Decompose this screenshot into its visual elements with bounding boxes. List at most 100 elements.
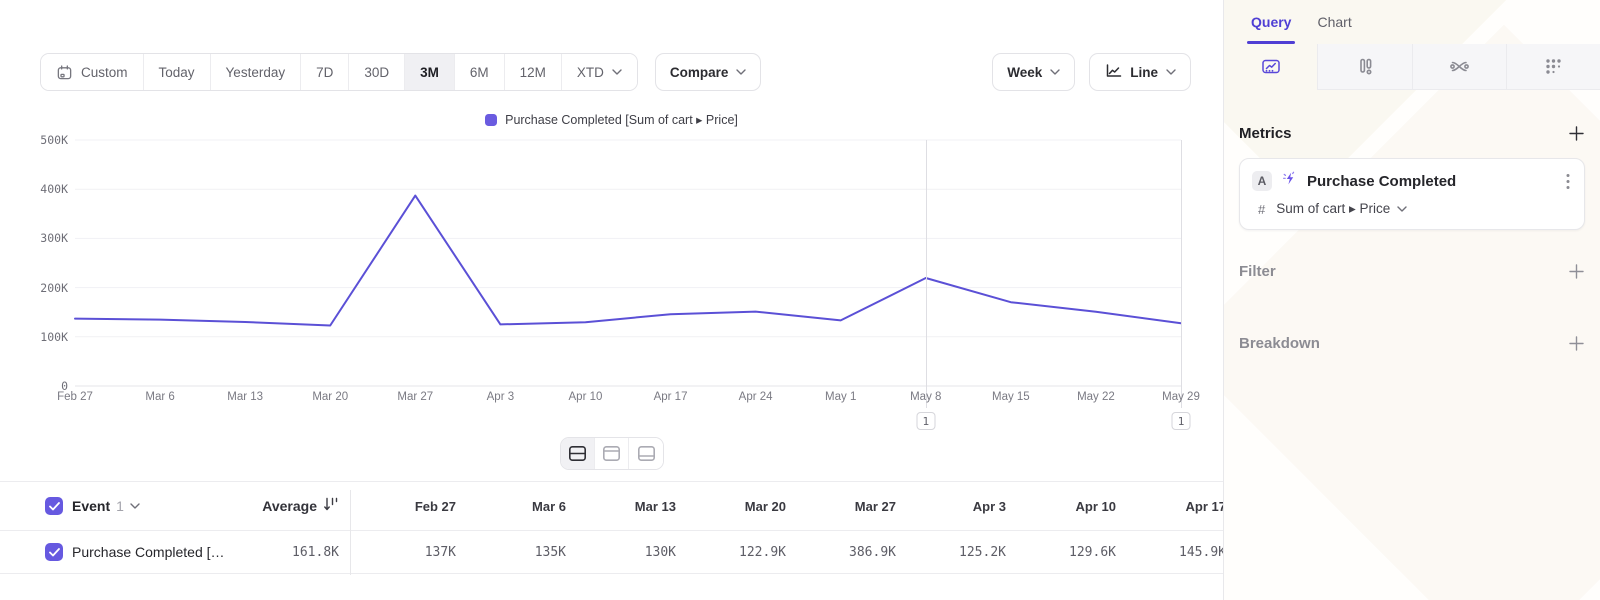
sidebar-tabs: Query Chart <box>1224 0 1600 44</box>
y-axis-tick: 400K <box>40 182 68 197</box>
date-range-selector: Custom Today Yesterday 7D 30D 3M 6M 12M XTD <box>40 53 638 91</box>
granularity-button[interactable]: Week <box>992 53 1076 91</box>
x-axis-tick: Mar 13 <box>227 391 264 403</box>
event-header-label: Event <box>72 498 111 514</box>
range-3m[interactable]: 3M <box>405 54 455 90</box>
report-tab-retention[interactable] <box>1505 44 1600 90</box>
range-xtd[interactable]: XTD <box>561 54 637 90</box>
aggregation-selector[interactable]: Sum of cart ▸ Price <box>1276 201 1407 217</box>
granularity-label: Week <box>1007 64 1043 80</box>
range-custom[interactable]: Custom <box>41 54 144 90</box>
average-header[interactable]: Average <box>227 497 339 515</box>
cell-value: 145.9K <box>1179 544 1223 560</box>
column-header[interactable]: Feb 27 <box>414 498 456 514</box>
column-header[interactable]: Mar 20 <box>744 498 786 514</box>
range-6m[interactable]: 6M <box>454 54 505 90</box>
bottom-panel-view-icon <box>637 445 656 462</box>
breakdown-label: Breakdown <box>1239 335 1320 352</box>
y-axis-tick: 200K <box>40 280 68 295</box>
select-all-checkbox[interactable] <box>45 497 63 515</box>
add-metric-button[interactable] <box>1568 125 1585 142</box>
breakdown-section: Breakdown <box>1239 335 1585 352</box>
cell-value: 125.2K <box>959 544 1006 560</box>
event-header[interactable]: Event 1 <box>72 498 227 514</box>
plot-area[interactable] <box>74 139 1182 387</box>
chart-legend: Purchase Completed [Sum of cart ▸ Price] <box>0 112 1223 127</box>
sort-icon[interactable] <box>323 497 339 515</box>
chart-toolbar: Custom Today Yesterday 7D 30D 3M 6M 12M XTD Comp… <box>0 53 1223 91</box>
annotation-badge[interactable]: 1 <box>916 412 936 430</box>
event-count: 1 <box>116 498 124 514</box>
line-chart: 0 100K 200K 300K 400K 500K 1 1 Feb 27 Mar 6 Mar 13… <box>40 133 1200 430</box>
x-axis-tick: May 22 <box>1077 391 1115 403</box>
x-axis-tick: Apr 10 <box>568 391 603 403</box>
cell-value: 122.9K <box>739 544 786 560</box>
annotation-line <box>1181 140 1182 408</box>
chevron-down-icon <box>1166 69 1176 75</box>
y-axis-tick: 500K <box>40 133 68 147</box>
x-axis-tick: Apr 24 <box>738 391 773 403</box>
series-letter-badge: A <box>1252 171 1272 191</box>
metric-card-main-row: A Purchase Completed <box>1252 170 1572 192</box>
tab-query[interactable]: Query <box>1246 0 1296 44</box>
average-header-label: Average <box>262 498 317 514</box>
chart-type-button[interactable]: Line <box>1089 53 1191 91</box>
compare-button[interactable]: Compare <box>654 53 762 91</box>
metric-card[interactable]: A Purchase Completed # Sum of cart ▸ Pri… <box>1239 158 1585 230</box>
funnels-icon <box>1354 56 1376 77</box>
row-checkbox[interactable] <box>45 543 63 561</box>
chevron-down-icon <box>1397 206 1407 212</box>
column-header[interactable]: Mar 6 <box>532 498 566 514</box>
x-axis-tick: May 8 <box>910 391 942 403</box>
column-header[interactable]: Apr 10 <box>1075 498 1116 514</box>
annotation-badge[interactable]: 1 <box>1171 412 1191 430</box>
section-divider <box>0 481 1223 482</box>
line-chart-icon <box>1104 62 1122 82</box>
range-12m[interactable]: 12M <box>504 54 562 90</box>
range-today[interactable]: Today <box>143 54 211 90</box>
add-breakdown-button[interactable] <box>1568 335 1585 352</box>
filter-label: Filter <box>1239 263 1276 280</box>
chevron-down-icon <box>1050 69 1060 75</box>
split-view-button[interactable] <box>561 438 595 469</box>
report-tab-flows[interactable] <box>1411 44 1506 90</box>
x-axis-tick: May 1 <box>825 391 857 403</box>
kebab-menu-icon[interactable] <box>1564 171 1572 192</box>
legend-label: Purchase Completed [Sum of cart ▸ Price] <box>505 113 738 127</box>
top-panel-view-button[interactable] <box>595 438 629 469</box>
range-yesterday[interactable]: Yesterday <box>210 54 302 90</box>
report-tab-insights[interactable] <box>1224 44 1317 90</box>
tab-chart[interactable]: Chart <box>1317 14 1352 30</box>
x-axis-tick: Mar 6 <box>145 391 175 403</box>
legend-swatch <box>485 113 498 126</box>
column-header[interactable]: Apr 3 <box>972 498 1006 514</box>
split-view-icon <box>568 445 587 462</box>
event-spark-icon <box>1281 170 1298 192</box>
table-header-row: Event 1 Average Feb 27 Mar 6 Mar 13 Mar 20 M… <box>0 482 1223 530</box>
cell-value: 135K <box>534 544 566 560</box>
table-row: Purchase Completed [Sum of cart ▸ Price]… <box>0 530 1223 574</box>
x-axis-tick: Apr 17 <box>653 391 688 403</box>
range-7d[interactable]: 7D <box>301 54 350 90</box>
metrics-header: Metrics <box>1239 125 1585 142</box>
y-axis-tick: 0 <box>61 379 68 393</box>
x-axis-tick: May 15 <box>991 391 1030 403</box>
x-axis-tick: May 29 <box>1162 391 1200 403</box>
column-header[interactable]: Mar 13 <box>634 498 676 514</box>
x-axis-tick: Feb 27 <box>57 391 93 403</box>
y-axis-tick: 100K <box>40 329 68 344</box>
top-panel-view-icon <box>602 445 621 462</box>
x-axis-tick: Mar 20 <box>312 391 349 403</box>
column-header[interactable]: Apr 17 <box>1185 498 1223 514</box>
insights-icon <box>1260 57 1282 78</box>
metrics-title: Metrics <box>1239 125 1292 142</box>
report-tab-funnels[interactable] <box>1317 44 1412 90</box>
add-filter-button[interactable] <box>1568 263 1585 280</box>
y-axis-tick: 300K <box>40 231 68 246</box>
sidebar-content: Metrics A Purchase Completed # Sum of ca… <box>1224 90 1600 600</box>
bottom-panel-view-button[interactable] <box>629 438 663 469</box>
range-30d[interactable]: 30D <box>349 54 406 90</box>
column-header[interactable]: Mar 27 <box>854 498 896 514</box>
cell-value: 386.9K <box>849 544 896 560</box>
aggregation-label: Sum of cart ▸ Price <box>1276 201 1391 216</box>
